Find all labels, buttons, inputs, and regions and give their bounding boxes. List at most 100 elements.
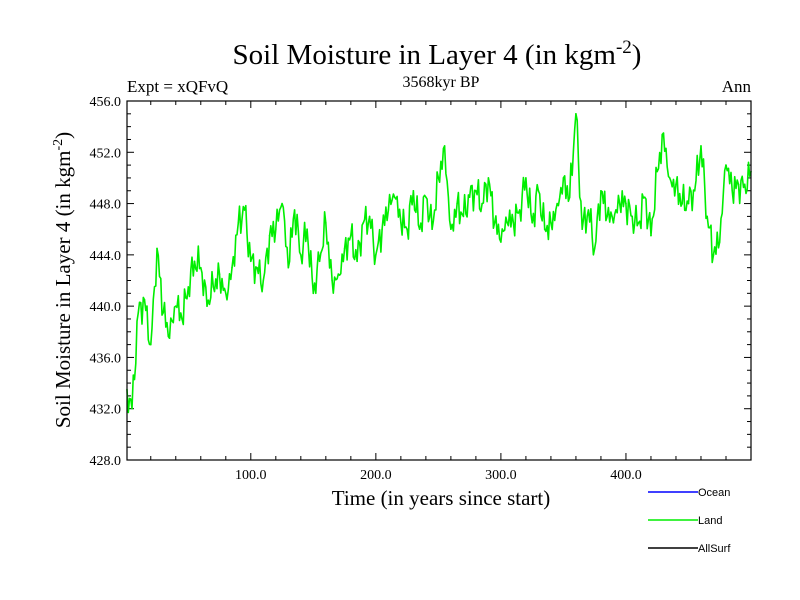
- data-point: [375, 254, 377, 256]
- data-point: [143, 298, 146, 301]
- x-tick-label: 400.0: [610, 468, 642, 483]
- y-tick-label: 440.0: [90, 300, 122, 315]
- legend-label-land: Land: [698, 515, 722, 527]
- data-point: [418, 228, 421, 231]
- plot-frame: [126, 100, 752, 461]
- data-point: [387, 209, 390, 211]
- data-point: [650, 234, 652, 237]
- y-tick-label: 436.0: [90, 351, 122, 366]
- data-point: [412, 189, 415, 192]
- data-point: [343, 247, 346, 250]
- x-tick-label: 200.0: [360, 468, 392, 483]
- data-point: [487, 177, 490, 179]
- data-point: [218, 273, 221, 275]
- data-point: [350, 234, 352, 237]
- data-point: [187, 286, 190, 288]
- data-point: [206, 305, 208, 307]
- data-point: [743, 183, 746, 186]
- data-point: [681, 202, 684, 205]
- experiment-label: Expt = xQFvQ: [127, 77, 228, 96]
- data-point: [156, 247, 158, 250]
- data-point: [562, 177, 565, 179]
- data-point: [656, 170, 659, 173]
- data-point: [675, 183, 677, 186]
- data-point: [268, 234, 271, 237]
- data-point: [525, 177, 527, 179]
- data-point: [731, 189, 734, 192]
- chart-title-close: ): [632, 39, 642, 71]
- data-point: [318, 260, 321, 263]
- x-tick-label: 300.0: [485, 468, 517, 483]
- data-point: [531, 222, 533, 224]
- data-point: [450, 228, 452, 231]
- data-point: [356, 260, 358, 263]
- data-point: [287, 266, 290, 269]
- data-point: [662, 132, 665, 134]
- data-point: [481, 202, 483, 205]
- series-lines: [126, 113, 752, 414]
- data-point: [581, 228, 583, 231]
- data-point: [193, 260, 196, 263]
- data-point: [224, 292, 227, 295]
- data-point: [631, 215, 634, 218]
- data-point: [337, 273, 340, 275]
- data-point: [443, 145, 446, 147]
- data-point: [293, 209, 296, 211]
- data-point: [550, 222, 552, 224]
- data-point: [212, 286, 215, 288]
- y-axis-label-superscript: -2: [51, 139, 66, 151]
- data-point: [737, 183, 740, 186]
- data-point: [249, 260, 252, 263]
- data-point: [306, 228, 308, 231]
- data-point: [400, 222, 402, 224]
- chart-subtitle: 3568kyr BP: [403, 74, 480, 91]
- data-point: [262, 279, 265, 282]
- data-point: [725, 164, 727, 166]
- data-point: [406, 228, 408, 231]
- data-point: [600, 189, 602, 192]
- data-point: [475, 189, 477, 192]
- data-point: [606, 215, 608, 218]
- data-point: [587, 209, 590, 211]
- data-point: [712, 254, 715, 256]
- data-point: [643, 196, 646, 198]
- data-point: [637, 222, 640, 224]
- y-axis-label: Soil Moisture in Layer 4 (in kgm-2): [51, 132, 75, 428]
- data-point: [593, 247, 596, 250]
- y-tick-label: 444.0: [90, 249, 122, 264]
- data-point: [556, 202, 558, 205]
- data-point: [693, 189, 696, 192]
- data-point: [199, 266, 202, 269]
- data-point: [518, 209, 521, 211]
- y-axis-label-main: Soil Moisture in Layer 4 (in kgm: [51, 151, 75, 429]
- data-point: [668, 177, 671, 179]
- data-point: [362, 222, 365, 224]
- y-tick-label: 432.0: [90, 403, 122, 418]
- data-point: [706, 215, 709, 218]
- data-point: [149, 343, 152, 346]
- data-point: [281, 202, 283, 205]
- data-point: [181, 318, 183, 320]
- data-point: [568, 196, 571, 198]
- data-point: [493, 222, 496, 224]
- data-point: [137, 311, 140, 314]
- data-point: [368, 215, 371, 218]
- data-point: [543, 228, 546, 231]
- data-point: [431, 228, 433, 231]
- data-point: [237, 222, 240, 224]
- data-point: [506, 222, 508, 224]
- data-point: [537, 189, 540, 192]
- x-tick-label: 100.0: [235, 468, 267, 483]
- data-point: [462, 215, 465, 218]
- data-point: [612, 222, 615, 224]
- y-tick-label: 428.0: [90, 454, 122, 469]
- data-point: [312, 292, 315, 295]
- data-point: [162, 311, 165, 314]
- data-point: [425, 196, 427, 198]
- y-axis-label-close: ): [51, 132, 75, 139]
- data-point: [500, 241, 502, 243]
- y-tick-label: 448.0: [90, 198, 122, 213]
- data-point: [381, 228, 383, 231]
- data-point: [243, 209, 246, 211]
